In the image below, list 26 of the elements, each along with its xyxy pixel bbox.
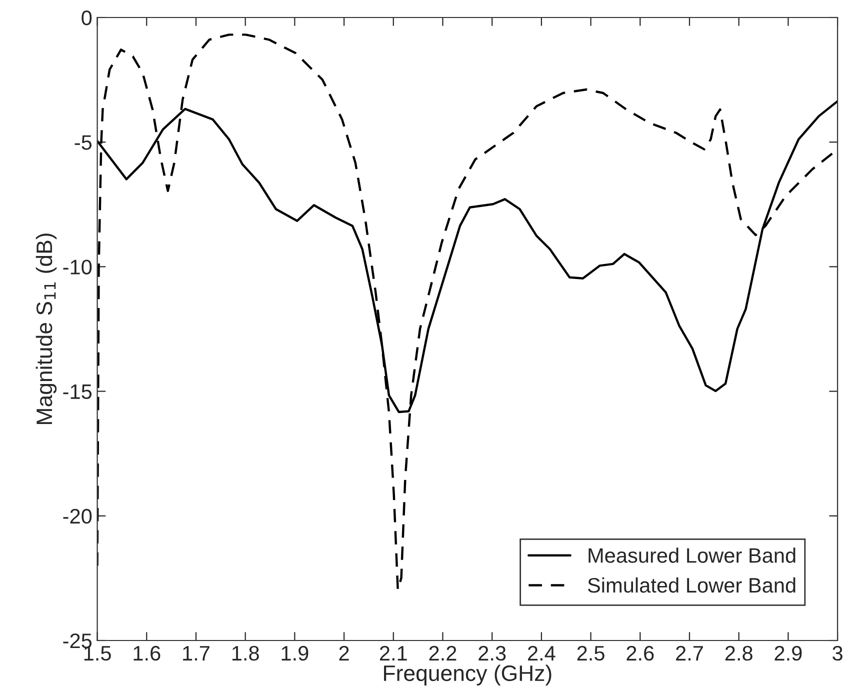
x-tick-label: 2.1 [380, 646, 407, 660]
x-tick-label: 1.9 [282, 646, 308, 661]
y-tick-label: -25 [63, 634, 92, 648]
y-tick-label: -10 [63, 260, 92, 274]
y-axis-title: Magnitude S$_{11}$ (dB) [36, 234, 57, 424]
x-tick-label: 2.6 [626, 646, 654, 661]
x-tick-label: 2.9 [774, 646, 802, 661]
x-tick-label: 2 [339, 646, 349, 660]
legend-label: Measured Lower Band [588, 548, 796, 563]
x-axis-title: Frequency (GHz) [384, 664, 552, 686]
y-tick-label: -5 [74, 135, 92, 150]
x-tick-label: 1.7 [183, 646, 210, 660]
x-tick-label: 2.4 [528, 646, 556, 660]
x-tick-label: 2.2 [429, 646, 456, 660]
x-tick-label: 2.8 [725, 646, 752, 661]
x-tick-label: 1.6 [134, 646, 160, 661]
x-tick-label: 2.7 [676, 646, 703, 660]
x-tick-label: 1.5 [84, 646, 111, 661]
x-tick-label: 2.3 [478, 646, 506, 661]
y-tick-label: -15 [63, 384, 92, 400]
x-tick-label: 3 [832, 646, 842, 661]
x-tick-label: 2.5 [577, 646, 604, 661]
legend-label: Simulated Lower Band [588, 577, 796, 593]
x-tick-label: 1.8 [232, 646, 259, 661]
y-tick-label: -20 [63, 508, 92, 524]
y-tick-label: 0 [82, 10, 92, 26]
